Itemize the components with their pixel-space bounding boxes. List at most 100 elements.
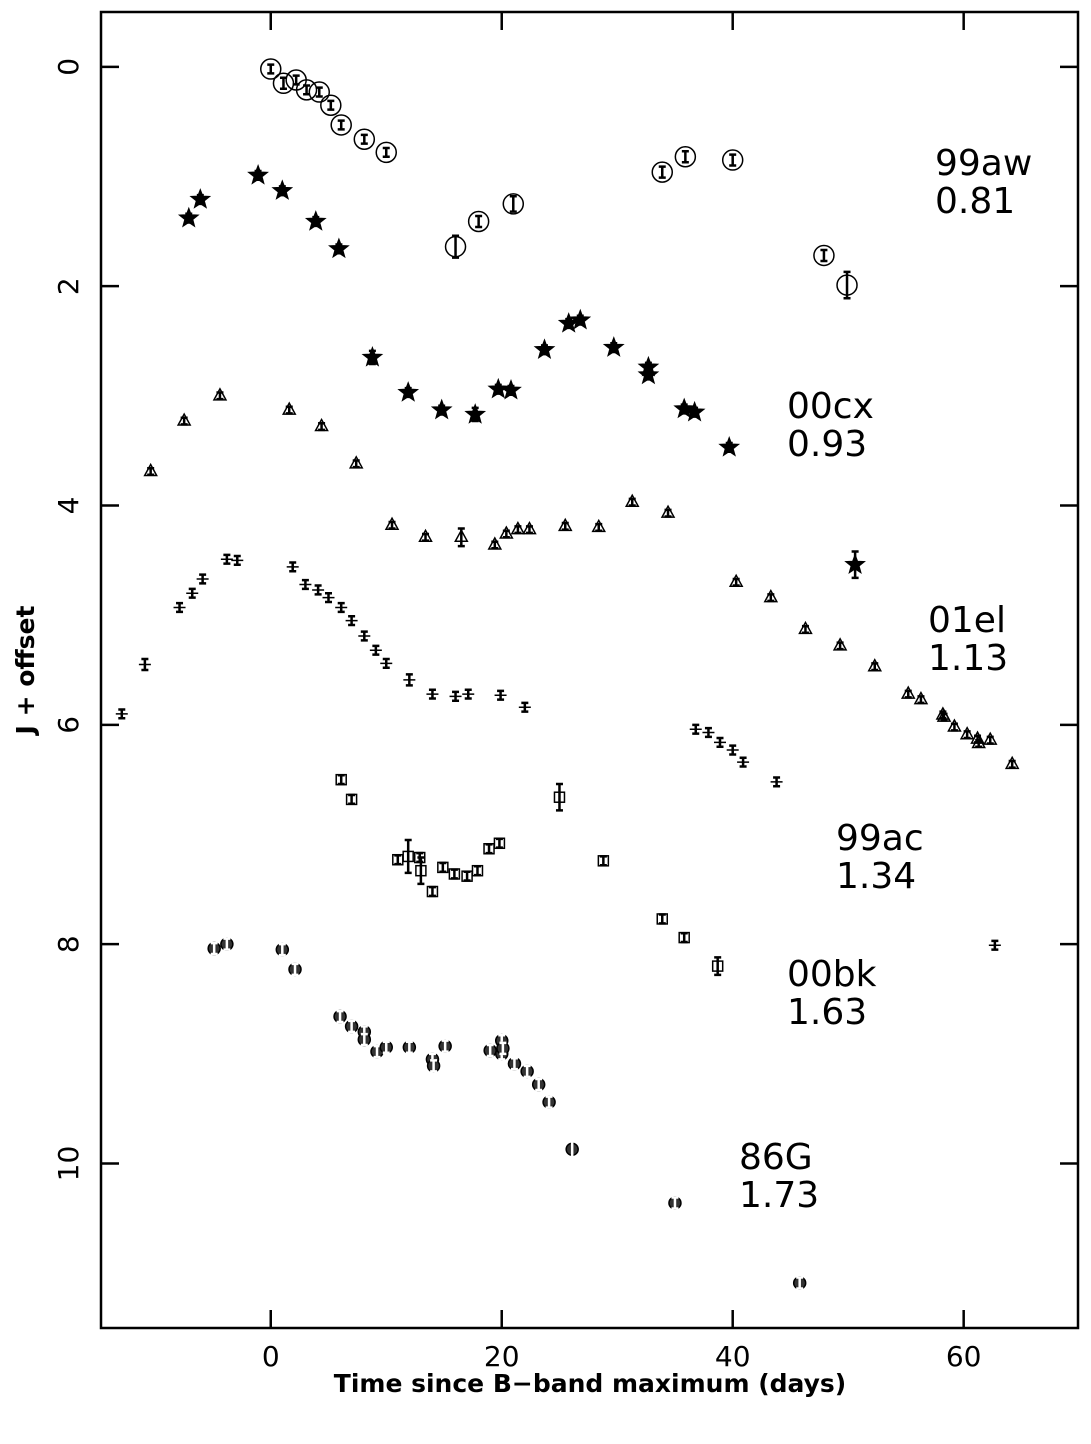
- x-tick-label: 20: [484, 1340, 520, 1373]
- error-bar: [507, 384, 515, 396]
- error-bar: [337, 774, 345, 786]
- error-bar: [450, 868, 458, 880]
- error-bar: [417, 856, 425, 886]
- error-bar: [452, 690, 460, 702]
- error-bar: [658, 913, 666, 925]
- error-bar: [360, 133, 368, 145]
- error-bar: [405, 1040, 413, 1054]
- error-bar: [610, 341, 618, 354]
- error-bar: [147, 466, 155, 477]
- error-bar: [463, 870, 471, 882]
- series-name: 86G: [739, 1137, 813, 1178]
- error-bar: [917, 695, 925, 705]
- error-bar: [457, 527, 465, 548]
- error-bar: [494, 383, 502, 395]
- y-tick-label: 8: [52, 935, 85, 953]
- point: [260, 58, 282, 80]
- error-bar: [335, 243, 343, 255]
- error-bar: [514, 525, 522, 535]
- error-bar: [216, 391, 224, 401]
- error-bar: [729, 744, 737, 756]
- point: [467, 210, 490, 233]
- error-bar: [680, 931, 688, 944]
- plot-frame: [99, 10, 1080, 1330]
- error-bar: [565, 317, 573, 330]
- error-bar: [871, 662, 879, 672]
- error-bar: [464, 688, 472, 700]
- error-bar: [382, 657, 390, 670]
- series-label: 1.34: [836, 856, 916, 897]
- error-bar: [373, 1044, 381, 1059]
- error-bar: [664, 508, 672, 518]
- error-bar: [180, 416, 188, 426]
- error-bar: [285, 405, 293, 415]
- error-bar: [176, 601, 184, 614]
- series-name: 99ac: [836, 818, 924, 859]
- error-bar: [704, 726, 712, 739]
- error-bar: [199, 573, 207, 585]
- error-bar: [595, 522, 603, 532]
- error-bar: [716, 736, 724, 749]
- error-bar: [185, 212, 193, 224]
- error-bar: [568, 1139, 576, 1160]
- error-bar: [767, 593, 775, 603]
- error-bar: [1008, 759, 1016, 769]
- point: [813, 244, 835, 267]
- error-bar: [438, 404, 446, 416]
- error-bar: [495, 837, 503, 849]
- error-bar: [796, 1276, 804, 1290]
- error-bar: [196, 193, 204, 206]
- error-bar: [628, 497, 636, 507]
- x-tick-label: 0: [262, 1340, 280, 1373]
- error-bar: [986, 735, 994, 745]
- point: [330, 114, 352, 136]
- error-bar: [725, 441, 733, 454]
- error-bar: [188, 587, 196, 599]
- error-bar: [540, 344, 548, 356]
- error-bar: [382, 146, 390, 159]
- error-bar: [691, 406, 699, 418]
- series-name: 00cx: [787, 386, 874, 427]
- error-bar: [940, 712, 948, 722]
- error-bar: [475, 214, 483, 229]
- error-bar: [223, 937, 231, 951]
- error-bar: [337, 119, 345, 131]
- error-bar: [473, 865, 481, 877]
- error-bar: [233, 554, 241, 566]
- error-bar: [428, 688, 436, 700]
- error-bar: [644, 369, 652, 381]
- error-bar: [561, 521, 569, 531]
- error-bar: [210, 941, 218, 956]
- error-bar: [348, 1019, 356, 1034]
- point: [308, 81, 331, 103]
- error-bar: [372, 644, 380, 656]
- series-name: 00bk: [787, 954, 877, 995]
- error-bar: [510, 1056, 518, 1071]
- error-bar: [497, 689, 505, 701]
- error-bar: [278, 942, 286, 957]
- error-bar: [820, 248, 828, 263]
- error-bar: [325, 591, 333, 604]
- error-bar: [523, 1064, 531, 1079]
- error-bar: [348, 615, 356, 627]
- error-bar: [382, 1040, 390, 1054]
- error-bar: [486, 1043, 494, 1058]
- error-bar: [301, 578, 309, 591]
- series-name: 99aw: [935, 143, 1032, 184]
- error-bar: [254, 169, 262, 182]
- series-label: 1.13: [928, 638, 1008, 679]
- error-bar: [963, 730, 971, 740]
- error-bar: [801, 624, 809, 634]
- error-bar: [491, 540, 499, 550]
- point: [721, 149, 744, 171]
- y-tick-label: 2: [52, 277, 85, 295]
- y-axis-title: J + offset: [11, 606, 40, 737]
- error-bar: [428, 885, 436, 898]
- x-tick-label: 60: [946, 1340, 982, 1373]
- error-bar: [535, 1077, 543, 1092]
- error-bar: [312, 215, 320, 228]
- error-bar: [318, 422, 326, 432]
- error-bar: [291, 962, 299, 977]
- error-bar: [336, 1009, 344, 1024]
